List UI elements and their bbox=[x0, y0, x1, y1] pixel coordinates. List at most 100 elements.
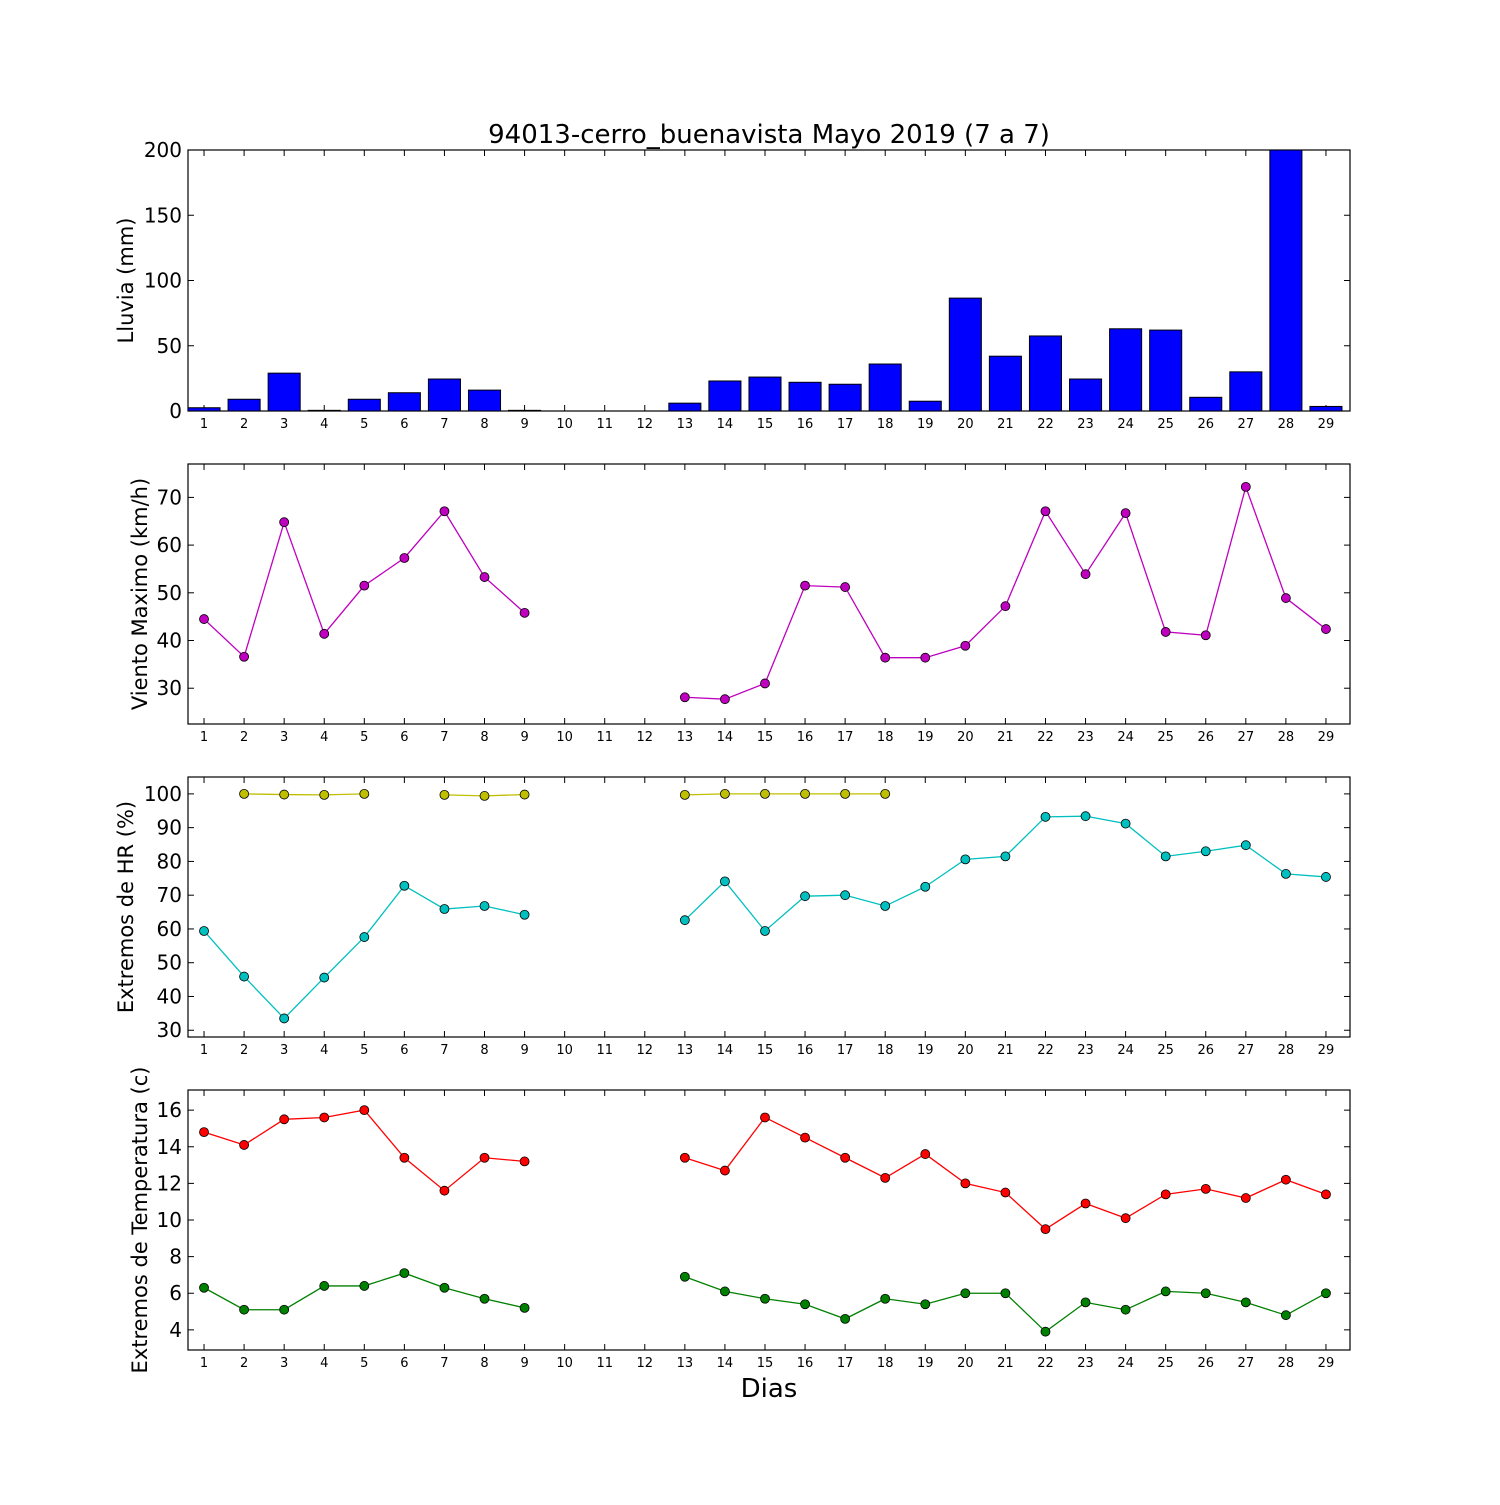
rain-bar bbox=[988, 355, 1022, 412]
data-point bbox=[1240, 481, 1251, 492]
x-tick-label: 22 bbox=[1037, 1043, 1054, 1058]
x-tick-label: 27 bbox=[1238, 730, 1255, 745]
x-tick-label: 13 bbox=[677, 1043, 694, 1058]
plot-frame bbox=[187, 776, 1351, 1038]
data-point bbox=[720, 876, 730, 887]
x-tick-label: 27 bbox=[1238, 417, 1255, 432]
x-tick-label: 10 bbox=[556, 1043, 573, 1058]
x-tick-label: 5 bbox=[360, 1043, 368, 1058]
x-tick-label: 8 bbox=[480, 1356, 488, 1371]
x-tick-label: 23 bbox=[1077, 730, 1094, 745]
data-point bbox=[439, 789, 450, 800]
y-tick-label: 6 bbox=[169, 1281, 182, 1305]
x-tick-label: 11 bbox=[596, 1043, 613, 1058]
series-line bbox=[684, 484, 1327, 700]
x-tick-label: 12 bbox=[637, 730, 654, 745]
data-point bbox=[840, 1152, 851, 1163]
series-line bbox=[203, 884, 525, 1020]
data-point bbox=[359, 1105, 370, 1116]
rain-bar bbox=[267, 372, 301, 412]
data-point bbox=[960, 1178, 971, 1189]
data-point bbox=[840, 1313, 851, 1324]
x-tick-label: 24 bbox=[1117, 417, 1134, 432]
data-point bbox=[279, 1304, 290, 1315]
x-tick-label: 15 bbox=[757, 1356, 774, 1371]
x-tick-label: 2 bbox=[240, 1043, 248, 1058]
x-tick-label: 13 bbox=[677, 417, 694, 432]
x-tick-label: 16 bbox=[797, 1356, 814, 1371]
x-tick-label: 3 bbox=[280, 730, 288, 745]
rain-bar bbox=[1069, 378, 1103, 412]
x-tick-label: 14 bbox=[717, 1043, 734, 1058]
series-line bbox=[203, 1272, 525, 1311]
data-point bbox=[279, 517, 290, 528]
x-tick-label: 4 bbox=[320, 1043, 328, 1058]
data-point bbox=[1200, 1183, 1211, 1194]
data-point bbox=[800, 1299, 810, 1310]
series-line bbox=[244, 793, 365, 796]
y-tick-label: 100 bbox=[144, 269, 182, 293]
y-tick-label: 14 bbox=[157, 1135, 182, 1159]
x-tick-label: 17 bbox=[837, 1356, 854, 1371]
data-point bbox=[439, 1185, 450, 1196]
x-tick-label: 5 bbox=[360, 417, 368, 432]
data-point bbox=[1000, 851, 1011, 862]
data-point bbox=[319, 1112, 330, 1123]
data-point bbox=[960, 640, 971, 651]
y-tick-label: 40 bbox=[157, 629, 182, 653]
series-line bbox=[684, 1116, 1327, 1230]
data-point bbox=[1280, 1174, 1291, 1185]
rain-bar bbox=[668, 402, 702, 412]
x-tick-label: 8 bbox=[480, 1043, 488, 1058]
x-tick-label: 25 bbox=[1157, 730, 1174, 745]
plot-frame bbox=[187, 1089, 1351, 1351]
data-point bbox=[399, 1152, 410, 1163]
x-tick-label: 3 bbox=[280, 1043, 288, 1058]
x-tick-label: 27 bbox=[1238, 1043, 1255, 1058]
data-point bbox=[1040, 1326, 1051, 1337]
x-tick-label: 7 bbox=[440, 417, 448, 432]
x-tick-label: 25 bbox=[1157, 417, 1174, 432]
data-point bbox=[399, 1268, 410, 1278]
data-point bbox=[800, 580, 810, 591]
data-point bbox=[1240, 840, 1251, 851]
rain-bar bbox=[227, 398, 261, 412]
x-tick-label: 20 bbox=[957, 730, 974, 745]
x-tick-label: 29 bbox=[1318, 730, 1335, 745]
x-tick-label: 11 bbox=[596, 417, 613, 432]
data-point bbox=[1160, 851, 1171, 862]
x-tick-label: 26 bbox=[1197, 417, 1214, 432]
data-point bbox=[1000, 601, 1011, 612]
x-tick-label: 18 bbox=[877, 1356, 894, 1371]
data-point bbox=[479, 1293, 490, 1304]
data-point bbox=[1040, 1224, 1051, 1235]
x-tick-label: 8 bbox=[480, 417, 488, 432]
rain-bar bbox=[1109, 328, 1143, 412]
data-point bbox=[1000, 1288, 1011, 1299]
x-tick-label: 12 bbox=[637, 1043, 654, 1058]
data-point bbox=[1080, 569, 1091, 580]
x-tick-label: 17 bbox=[837, 1043, 854, 1058]
x-tick-label: 10 bbox=[556, 1356, 573, 1371]
x-tick-label: 6 bbox=[400, 1356, 408, 1371]
x-tick-label: 16 bbox=[797, 1043, 814, 1058]
data-point bbox=[920, 881, 931, 892]
data-point bbox=[479, 1152, 490, 1163]
data-point bbox=[1280, 1310, 1291, 1321]
data-point bbox=[679, 1271, 690, 1282]
data-point bbox=[199, 1282, 209, 1293]
x-tick-label: 9 bbox=[520, 1043, 528, 1058]
data-point bbox=[319, 789, 330, 800]
data-point bbox=[1240, 1297, 1251, 1308]
x-tick-label: 9 bbox=[520, 417, 528, 432]
data-point bbox=[760, 1293, 770, 1304]
x-tick-label: 26 bbox=[1197, 1356, 1214, 1371]
x-tick-label: 7 bbox=[440, 1356, 448, 1371]
data-point bbox=[279, 1013, 290, 1024]
x-tick-label: 19 bbox=[917, 417, 934, 432]
x-tick-label: 18 bbox=[877, 730, 894, 745]
rain-bar bbox=[1028, 335, 1063, 412]
data-point bbox=[239, 1304, 249, 1315]
chart-title: 94013-cerro_buenavista Mayo 2019 (7 a 7) bbox=[488, 120, 1050, 150]
x-tick-label: 23 bbox=[1077, 417, 1094, 432]
